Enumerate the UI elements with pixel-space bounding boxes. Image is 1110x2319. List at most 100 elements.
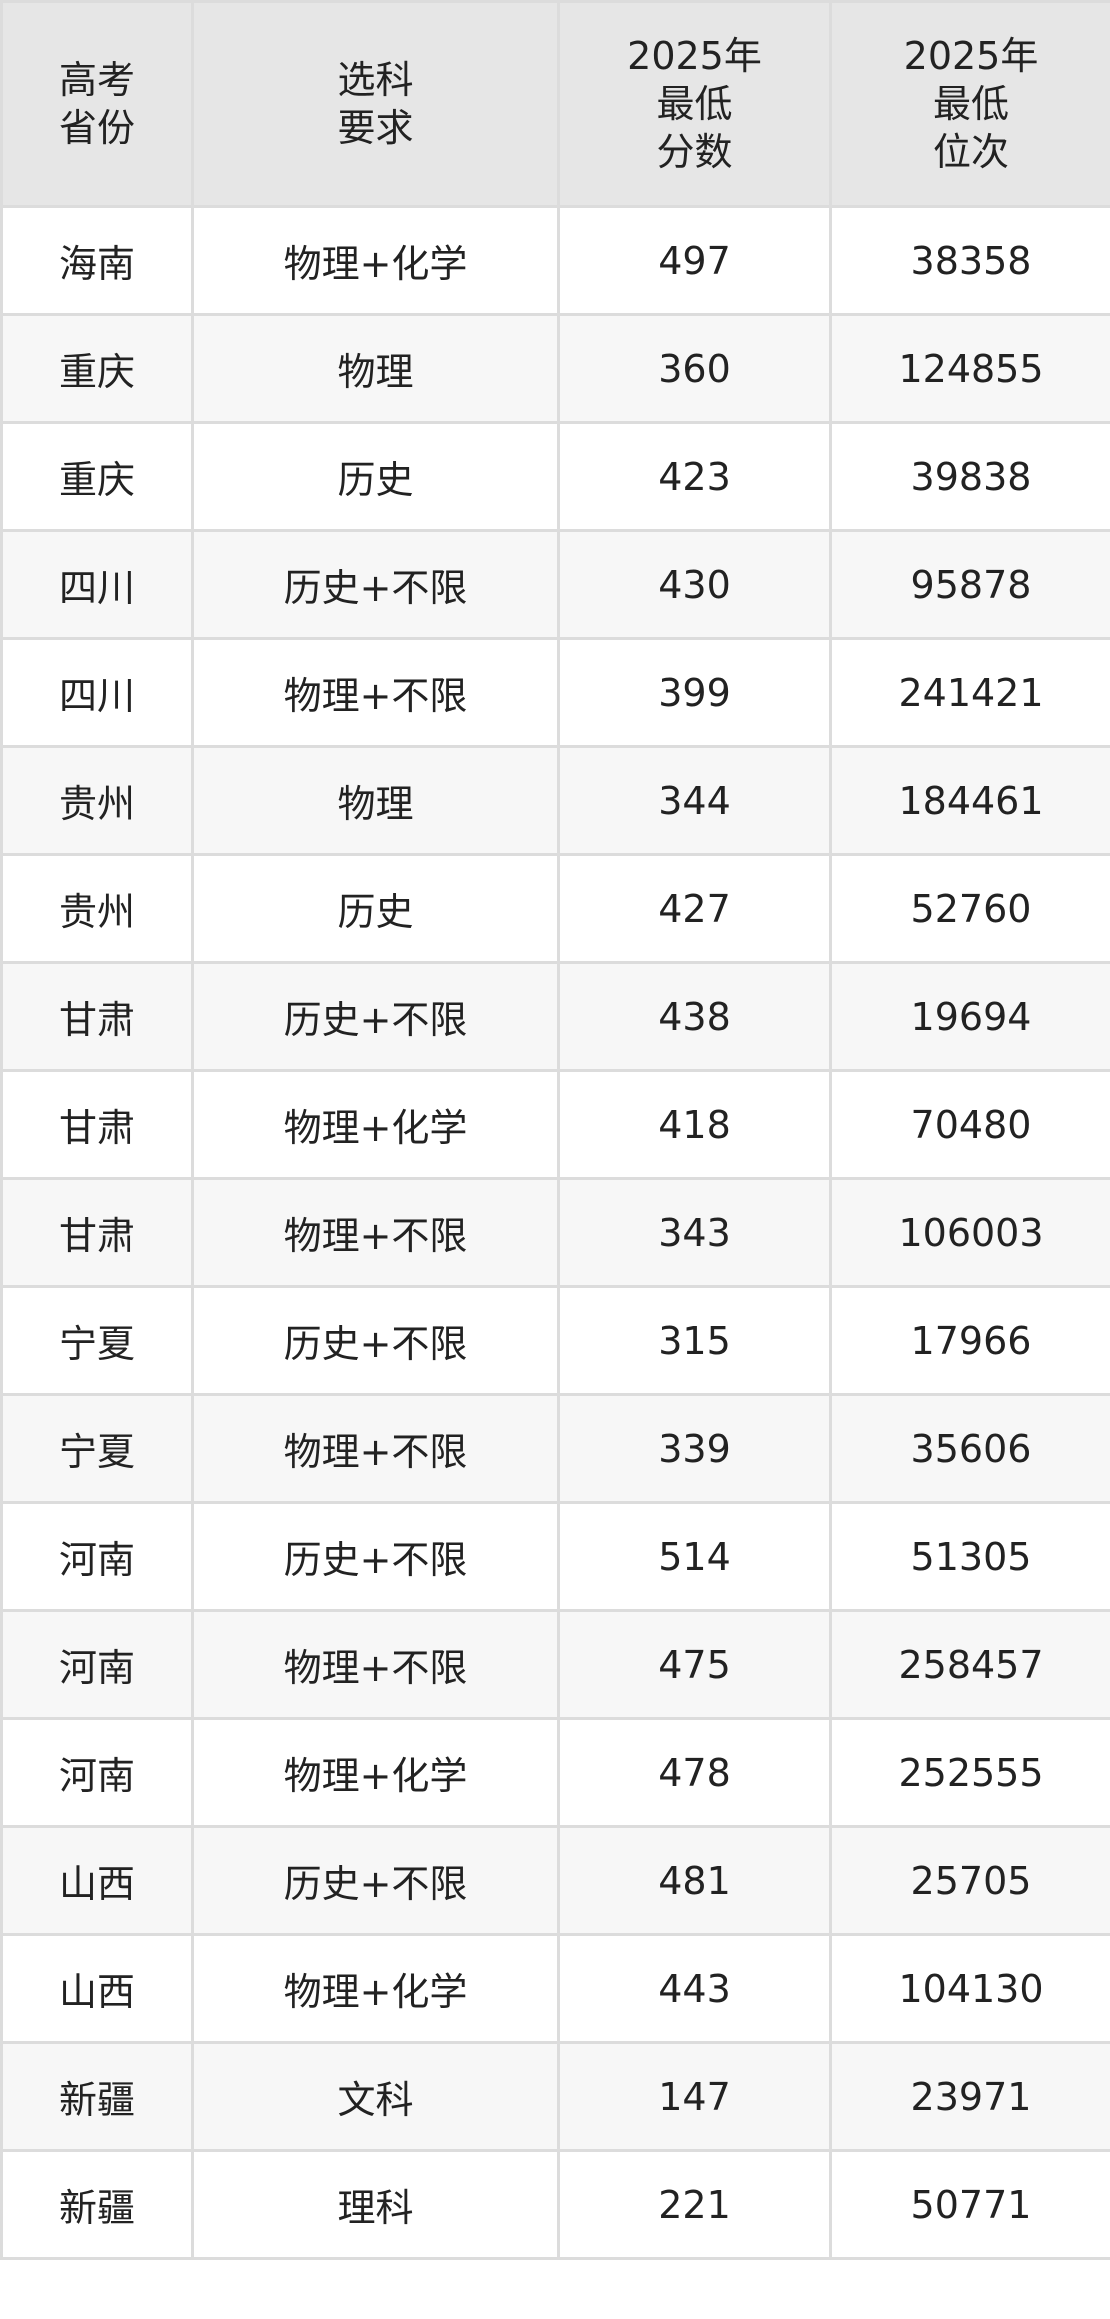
cell-province: 甘肃	[0, 961, 194, 1072]
cell-subject: 物理+化学	[191, 1933, 560, 2044]
table-row: 宁夏 物理+不限 339 35606	[0, 1393, 1110, 1504]
cell-subject: 物理	[191, 745, 560, 856]
header-line: 要求	[337, 106, 414, 150]
cell-subject: 历史+不限	[191, 1285, 560, 1396]
cell-subject: 物理+不限	[191, 1177, 560, 1288]
header-line: 省份	[58, 106, 135, 150]
cell-min-score: 343	[557, 1177, 832, 1288]
cell-min-rank: 38358	[829, 205, 1110, 316]
header-province: 高考 省份	[0, 0, 194, 208]
cell-min-rank: 51305	[829, 1501, 1110, 1612]
cell-subject: 物理	[191, 313, 560, 424]
cell-min-score: 418	[557, 1069, 832, 1180]
cell-min-score: 221	[557, 2149, 832, 2260]
table-row: 四川 历史+不限 430 95878	[0, 529, 1110, 640]
cell-province: 重庆	[0, 421, 194, 532]
cell-subject: 物理+不限	[191, 637, 560, 748]
cell-subject: 历史	[191, 853, 560, 964]
table-row: 海南 物理+化学 497 38358	[0, 205, 1110, 316]
header-line: 分数	[656, 130, 733, 174]
cell-province: 宁夏	[0, 1393, 194, 1504]
cell-min-rank: 95878	[829, 529, 1110, 640]
header-min-rank: 2025年 最低 位次	[829, 0, 1110, 208]
cell-province: 甘肃	[0, 1177, 194, 1288]
cell-min-rank: 35606	[829, 1393, 1110, 1504]
cell-min-score: 339	[557, 1393, 832, 1504]
cell-subject: 历史+不限	[191, 529, 560, 640]
cell-province: 甘肃	[0, 1069, 194, 1180]
table-row: 山西 物理+化学 443 104130	[0, 1933, 1110, 2044]
cell-province: 贵州	[0, 853, 194, 964]
cell-province: 贵州	[0, 745, 194, 856]
table-row: 贵州 物理 344 184461	[0, 745, 1110, 856]
table-row: 重庆 历史 423 39838	[0, 421, 1110, 532]
table-row: 甘肃 物理+化学 418 70480	[0, 1069, 1110, 1180]
cell-province: 宁夏	[0, 1285, 194, 1396]
table-row: 宁夏 历史+不限 315 17966	[0, 1285, 1110, 1396]
cell-min-rank: 19694	[829, 961, 1110, 1072]
table-row: 甘肃 物理+不限 343 106003	[0, 1177, 1110, 1288]
cell-province: 河南	[0, 1609, 194, 1720]
header-line: 位次	[932, 130, 1009, 174]
header-line: 选科	[337, 58, 414, 102]
cell-min-score: 475	[557, 1609, 832, 1720]
cell-min-rank: 124855	[829, 313, 1110, 424]
cell-min-score: 427	[557, 853, 832, 964]
cell-min-rank: 70480	[829, 1069, 1110, 1180]
header-line: 高考	[58, 58, 135, 102]
header-line: 最低	[656, 82, 733, 126]
cell-min-rank: 39838	[829, 421, 1110, 532]
cell-subject: 理科	[191, 2149, 560, 2260]
cell-subject: 历史	[191, 421, 560, 532]
table-row: 甘肃 历史+不限 438 19694	[0, 961, 1110, 1072]
cell-subject: 物理+不限	[191, 1393, 560, 1504]
cell-min-rank: 184461	[829, 745, 1110, 856]
cell-province: 四川	[0, 637, 194, 748]
cell-province: 新疆	[0, 2149, 194, 2260]
cell-min-rank: 52760	[829, 853, 1110, 964]
cell-min-rank: 25705	[829, 1825, 1110, 1936]
table-row: 贵州 历史 427 52760	[0, 853, 1110, 964]
cell-min-score: 478	[557, 1717, 832, 1828]
cell-province: 重庆	[0, 313, 194, 424]
cell-min-rank: 104130	[829, 1933, 1110, 2044]
cell-min-rank: 50771	[829, 2149, 1110, 2260]
cell-subject: 物理+不限	[191, 1609, 560, 1720]
header-subject: 选科 要求	[191, 0, 560, 208]
table-row: 河南 物理+不限 475 258457	[0, 1609, 1110, 1720]
cell-subject: 物理+化学	[191, 1717, 560, 1828]
cell-subject: 历史+不限	[191, 1825, 560, 1936]
cell-min-score: 443	[557, 1933, 832, 2044]
table-row: 山西 历史+不限 481 25705	[0, 1825, 1110, 1936]
cell-min-rank: 241421	[829, 637, 1110, 748]
cell-min-score: 438	[557, 961, 832, 1072]
cell-subject: 物理+化学	[191, 1069, 560, 1180]
cell-min-rank: 258457	[829, 1609, 1110, 1720]
cell-min-rank: 17966	[829, 1285, 1110, 1396]
cell-min-score: 481	[557, 1825, 832, 1936]
cell-min-score: 497	[557, 205, 832, 316]
cell-province: 河南	[0, 1717, 194, 1828]
cell-province: 山西	[0, 1825, 194, 1936]
table-row: 四川 物理+不限 399 241421	[0, 637, 1110, 748]
header-min-score: 2025年 最低 分数	[557, 0, 832, 208]
cell-subject: 历史+不限	[191, 1501, 560, 1612]
cell-min-score: 423	[557, 421, 832, 532]
table-row: 河南 历史+不限 514 51305	[0, 1501, 1110, 1612]
cell-subject: 文科	[191, 2041, 560, 2152]
cell-province: 新疆	[0, 2041, 194, 2152]
cell-province: 海南	[0, 205, 194, 316]
cell-province: 山西	[0, 1933, 194, 2044]
admission-score-table: 高考 省份 选科 要求 2025年 最低 分数 2025年 最低 位次 海南 物理…	[0, 0, 1110, 2260]
header-line: 2025年	[627, 34, 762, 78]
cell-min-score: 315	[557, 1285, 832, 1396]
cell-min-score: 360	[557, 313, 832, 424]
table-row: 重庆 物理 360 124855	[0, 313, 1110, 424]
cell-min-score: 514	[557, 1501, 832, 1612]
header-line: 2025年	[903, 34, 1039, 78]
cell-province: 四川	[0, 529, 194, 640]
cell-min-score: 147	[557, 2041, 832, 2152]
cell-subject: 历史+不限	[191, 961, 560, 1072]
cell-min-score: 344	[557, 745, 832, 856]
table-row: 新疆 文科 147 23971	[0, 2041, 1110, 2152]
